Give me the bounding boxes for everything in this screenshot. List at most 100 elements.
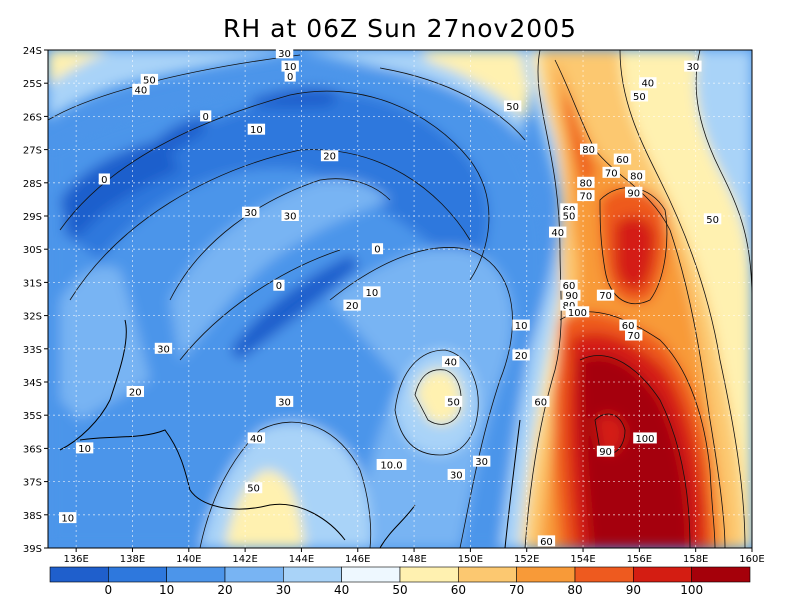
lat-tick-label: 39S — [23, 544, 42, 555]
svg-text:10.0: 10.0 — [380, 461, 402, 472]
svg-text:20: 20 — [129, 387, 142, 398]
filled-contours — [48, 50, 752, 548]
colorbar-swatch — [516, 566, 576, 583]
contour-label: 30 — [447, 468, 466, 481]
colorbar-label: 100 — [680, 583, 703, 597]
contour-label: 50 — [503, 100, 522, 113]
contour-label: 10 — [512, 319, 530, 332]
contour-label: 70 — [577, 190, 595, 203]
svg-text:50: 50 — [143, 75, 156, 86]
contour-label: 50 — [560, 210, 578, 223]
svg-text:40: 40 — [135, 85, 148, 96]
lon-tick-label: 140E — [176, 554, 201, 565]
colorbar-label: 90 — [626, 583, 641, 597]
svg-text:90: 90 — [599, 447, 612, 458]
contour-label: 50 — [140, 73, 159, 86]
lat-tick-label: 33S — [23, 345, 42, 356]
map-title: RH at 06Z Sun 27nov2005 — [223, 14, 577, 43]
colorbar-label: 70 — [509, 583, 524, 597]
svg-text:70: 70 — [605, 168, 618, 179]
contour-label: 70 — [602, 166, 620, 179]
svg-text:80: 80 — [630, 172, 643, 183]
contour-label: 80 — [627, 170, 646, 183]
lat-tick-label: 29S — [23, 212, 42, 223]
contour-label: 20 — [343, 299, 361, 312]
lat-tick-label: 27S — [23, 146, 42, 157]
svg-text:0: 0 — [203, 112, 209, 123]
svg-text:60: 60 — [616, 155, 629, 166]
svg-text:50: 50 — [563, 212, 576, 223]
svg-text:10: 10 — [78, 444, 91, 455]
svg-text:10: 10 — [250, 125, 263, 136]
colorbar-label: 80 — [567, 583, 582, 597]
contour-label: 70 — [596, 289, 615, 302]
contour-label: 10 — [247, 123, 266, 136]
contour-label: 10 — [75, 442, 94, 455]
contour-label: 60 — [537, 535, 556, 548]
contour-label: 80 — [577, 176, 595, 189]
svg-text:70: 70 — [627, 331, 640, 342]
svg-text:30: 30 — [157, 344, 170, 355]
contour-label: 40 — [548, 226, 567, 239]
svg-text:30: 30 — [278, 49, 291, 60]
lat-tick-label: 30S — [23, 245, 42, 256]
svg-text:90: 90 — [565, 291, 578, 302]
svg-text:50: 50 — [247, 484, 260, 495]
lat-tick-label: 36S — [23, 444, 42, 455]
lon-tick-label: 158E — [683, 554, 708, 565]
contour-label: 90 — [563, 289, 581, 302]
colorbar-swatch — [49, 566, 109, 583]
lon-tick-label: 152E — [514, 554, 539, 565]
svg-text:80: 80 — [579, 178, 592, 189]
contour-label: 20 — [512, 349, 530, 362]
contour-label: 30 — [281, 210, 299, 223]
contour-label: 60 — [613, 153, 632, 166]
contour-labels: 3010050403040505001080602070800809070605… — [59, 47, 722, 548]
contour-label: 0 — [98, 173, 110, 186]
lat-tick-label: 38S — [23, 511, 42, 522]
lon-tick-label: 150E — [458, 554, 483, 565]
contour-label: 20 — [126, 385, 144, 398]
contour-label: 0 — [200, 110, 212, 123]
svg-text:40: 40 — [444, 358, 457, 369]
colorbar-label: 10 — [159, 583, 174, 597]
contour-label: 0 — [273, 279, 285, 292]
contour-label: 70 — [625, 329, 643, 342]
colorbar-swatch — [691, 566, 751, 583]
svg-text:0: 0 — [374, 245, 380, 256]
colorbar-label: 30 — [276, 583, 291, 597]
colorbar-swatch — [108, 566, 167, 583]
lat-tick-label: 24S — [23, 46, 42, 57]
svg-text:30: 30 — [475, 457, 488, 468]
lat-tick-label: 25S — [23, 79, 42, 90]
svg-text:10: 10 — [61, 514, 74, 525]
lon-tick-label: 146E — [345, 554, 370, 565]
svg-text:60: 60 — [534, 397, 547, 408]
colorbar-swatch — [224, 566, 284, 583]
contour-label: 40 — [132, 83, 150, 96]
contour-label: 60 — [619, 319, 637, 332]
lat-tick-label: 34S — [23, 378, 42, 389]
contour-label: 90 — [596, 445, 615, 458]
contour-label: 100 — [565, 306, 590, 319]
contour-label: 100 — [633, 432, 657, 445]
lon-tick-label: 156E — [627, 554, 652, 565]
colorbar-swatch — [399, 566, 459, 583]
lon-tick-label: 136E — [63, 554, 88, 565]
contour-label: 30 — [242, 206, 260, 219]
colorbar-label: 0 — [105, 583, 113, 597]
svg-text:0: 0 — [287, 72, 293, 83]
svg-text:30: 30 — [284, 212, 297, 223]
colorbar-swatch — [166, 566, 226, 583]
contour-label: 50 — [444, 395, 463, 408]
longitude-axis: 136E 138E 140E 142E 144E 146E 148E 150E 152E 154E… — [63, 548, 765, 565]
colorbar-swatch — [458, 566, 517, 583]
svg-text:30: 30 — [450, 470, 463, 481]
colorbar-swatch — [633, 566, 692, 583]
svg-text:20: 20 — [515, 351, 528, 362]
contour-label: 30 — [154, 342, 173, 355]
svg-text:30: 30 — [278, 397, 291, 408]
colorbar-label: 40 — [334, 583, 349, 597]
svg-text:100: 100 — [568, 308, 587, 319]
lon-tick-label: 148E — [401, 554, 426, 565]
